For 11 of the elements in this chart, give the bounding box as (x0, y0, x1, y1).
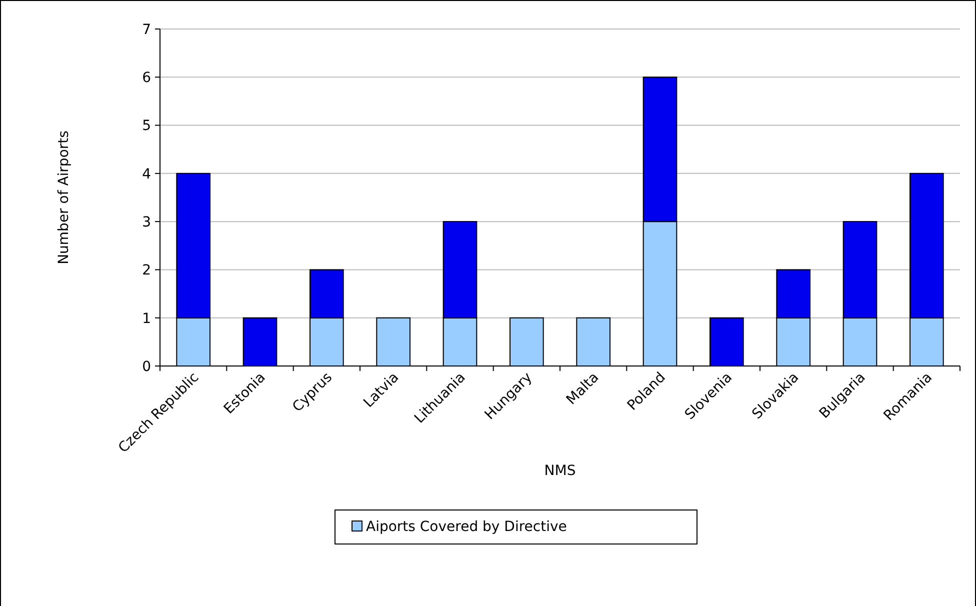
y-tick-label: 1 (142, 310, 151, 327)
y-tick-label: 3 (142, 214, 151, 230)
y-tick-label: 0 (142, 358, 151, 375)
x-axis-title: NMS (544, 463, 576, 479)
y-tick-label: 5 (142, 118, 151, 134)
legend-label: Aiports Covered by Directive (366, 518, 567, 535)
y-tick-label: 6 (142, 70, 152, 86)
y-tick-label: 4 (142, 166, 152, 182)
y-tick-label: 7 (142, 22, 151, 38)
y-axis-title: Number of Airports (56, 130, 72, 264)
y-tick-label: 2 (142, 262, 151, 279)
